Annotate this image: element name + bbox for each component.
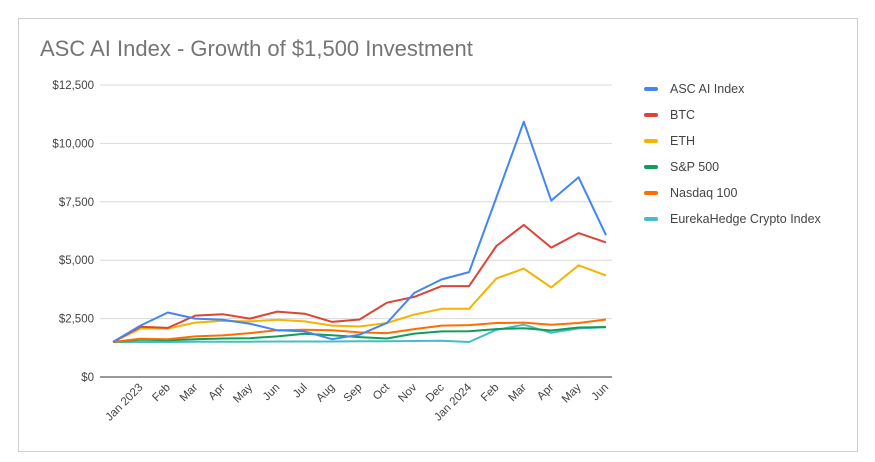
x-tick-label: Feb <box>150 382 173 405</box>
x-tick-label: Nov <box>396 381 419 404</box>
x-tick-label: Oct <box>371 381 393 403</box>
legend: ASC AI Index BTC ETH S&P 500 Nasdaq 100 Eurek… <box>644 76 821 232</box>
y-tick-label: $7,500 <box>59 197 94 209</box>
legend-swatch <box>644 113 658 117</box>
legend-swatch <box>644 139 658 143</box>
legend-label: ASC AI Index <box>670 82 745 96</box>
series-line-s-p-500 <box>112 326 607 343</box>
series-line-eurekahedge-crypto-index <box>113 323 607 343</box>
x-tick-label: Mar <box>178 382 201 405</box>
legend-label: ETH <box>670 134 695 148</box>
legend-swatch <box>644 191 658 195</box>
series-line-btc <box>112 223 607 343</box>
legend-label: EurekaHedge Crypto Index <box>670 212 821 226</box>
x-tick-label: Mar <box>506 382 529 405</box>
x-tick-label: Sep <box>342 382 365 405</box>
x-tick-label: Jul <box>291 382 310 401</box>
y-tick-label: $0 <box>81 372 94 384</box>
x-tick-label: Jan 2023 <box>104 382 146 424</box>
y-tick-label: $10,000 <box>52 138 94 150</box>
legend-item: Nasdaq 100 <box>644 180 821 206</box>
legend-item: ASC AI Index <box>644 76 821 102</box>
x-tick-label: Dec <box>424 381 447 404</box>
legend-swatch <box>644 87 658 91</box>
legend-label: Nasdaq 100 <box>670 186 738 200</box>
x-tick-label: Feb <box>479 382 502 405</box>
legend-swatch <box>644 165 658 169</box>
legend-label: BTC <box>670 108 695 122</box>
legend-label: S&P 500 <box>670 160 720 174</box>
legend-item: EurekaHedge Crypto Index <box>644 206 821 232</box>
chart-container <box>18 18 858 452</box>
series-line-nasdaq-100 <box>112 318 607 343</box>
legend-item: ETH <box>644 128 821 154</box>
series-line-eth <box>112 264 607 343</box>
x-tick-label: May <box>231 381 255 405</box>
x-tick-label: Apr <box>535 382 556 403</box>
x-tick-label: Aug <box>314 382 337 405</box>
x-tick-label: Apr <box>207 382 228 403</box>
y-tick-label: $5,000 <box>59 255 94 267</box>
y-tick-label: $12,500 <box>52 80 94 92</box>
chart-title: ASC AI Index - Growth of $1,500 Investme… <box>40 36 473 61</box>
legend-item: BTC <box>644 102 821 128</box>
legend-item: S&P 500 <box>644 154 821 180</box>
x-tick-label: May <box>560 381 584 405</box>
legend-swatch <box>644 217 658 221</box>
series-line-asc-ai-index <box>112 120 607 343</box>
x-tick-label: Jun <box>590 382 612 404</box>
y-tick-label: $2,500 <box>59 314 94 326</box>
x-tick-label: Jun <box>261 382 283 404</box>
